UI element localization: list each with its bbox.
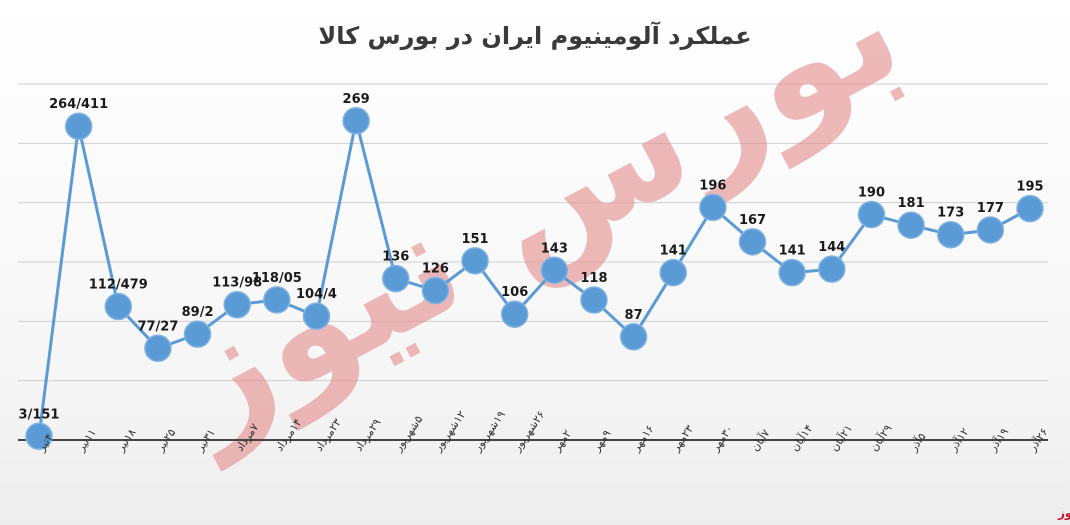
data-label: 136 bbox=[382, 250, 409, 265]
data-point bbox=[619, 323, 648, 351]
data-label: 141 bbox=[660, 244, 687, 259]
data-label: 269 bbox=[343, 92, 370, 107]
data-point bbox=[302, 302, 331, 330]
data-points bbox=[25, 107, 1044, 451]
data-point bbox=[818, 255, 846, 283]
data-point bbox=[936, 220, 965, 249]
data-point bbox=[144, 334, 172, 363]
data-label: 173 bbox=[937, 206, 964, 221]
gridlines bbox=[18, 83, 1048, 382]
data-point bbox=[500, 300, 529, 328]
x-tick-label: ۲۱آبان bbox=[827, 422, 855, 454]
watermark-text: بورس نیوز bbox=[139, 0, 928, 472]
x-tick-label: ۳۰مهر bbox=[708, 423, 736, 455]
x-tick-label: ۲۹آبان bbox=[866, 422, 894, 454]
data-label: 89/2 bbox=[182, 305, 214, 320]
data-point bbox=[540, 256, 569, 285]
data-point bbox=[699, 193, 727, 222]
data-label: 77/27 bbox=[137, 319, 178, 334]
x-tick-label: ۱۴آبان bbox=[787, 422, 815, 454]
data-point bbox=[342, 107, 370, 135]
data-point bbox=[25, 422, 53, 451]
data-point bbox=[857, 200, 886, 229]
data-point bbox=[580, 286, 608, 314]
data-point bbox=[897, 211, 925, 239]
data-label: 167 bbox=[739, 213, 766, 228]
data-point bbox=[976, 216, 1005, 244]
data-point bbox=[104, 292, 133, 321]
data-label: 181 bbox=[898, 196, 925, 211]
data-point bbox=[263, 286, 291, 314]
data-label: 126 bbox=[422, 261, 449, 276]
data-label: 3/151 bbox=[19, 407, 60, 422]
data-label: 112/479 bbox=[89, 278, 148, 293]
data-point bbox=[738, 228, 767, 256]
data-label: 196 bbox=[699, 178, 726, 193]
data-label: 106 bbox=[501, 285, 528, 300]
x-tick-label: ۵شهریور bbox=[391, 413, 425, 454]
x-tick-label: ۲۹مرداد bbox=[352, 416, 384, 454]
data-label: 177 bbox=[977, 201, 1004, 216]
data-label: 264/411 bbox=[49, 97, 108, 112]
x-tick-label: ۱۲شهریور bbox=[431, 408, 469, 454]
x-tick-label: ۲۶شهریور bbox=[510, 408, 548, 454]
data-point bbox=[223, 290, 251, 319]
data-point bbox=[183, 320, 212, 348]
x-tick-label: ۱۶مهر bbox=[629, 423, 657, 455]
x-tick-label: ۲۳مهر bbox=[668, 423, 696, 455]
data-label: 118/05 bbox=[252, 271, 302, 286]
data-label: 195 bbox=[1016, 180, 1043, 195]
data-label: 144 bbox=[818, 240, 845, 255]
data-point bbox=[461, 247, 489, 275]
data-label: 113/98 bbox=[212, 276, 262, 291]
data-label: 104/4 bbox=[296, 287, 337, 302]
watermark: بورس نیوز bbox=[139, 0, 928, 472]
data-point bbox=[64, 112, 93, 140]
data-point bbox=[659, 258, 687, 287]
data-labels: 3/151 264/411 112/479 77/27 89/2 113/98118/05… bbox=[19, 92, 1044, 422]
data-point bbox=[421, 276, 450, 305]
data-point bbox=[1016, 194, 1044, 223]
data-label: 118 bbox=[580, 271, 607, 286]
data-label: 143 bbox=[541, 241, 568, 256]
data-point bbox=[382, 264, 410, 293]
data-label: 190 bbox=[858, 186, 885, 201]
chart-title: عملکرد آلومینیوم ایران در بورس کالا bbox=[318, 21, 751, 50]
data-label: 151 bbox=[461, 232, 488, 247]
footer-brand: بورس نیوز bbox=[1057, 506, 1070, 521]
x-tick-label: ۵آذر bbox=[905, 430, 928, 455]
x-tick-label: ۱۹شهریور bbox=[470, 408, 508, 454]
data-label: 87 bbox=[625, 308, 643, 323]
data-label: 141 bbox=[779, 244, 806, 259]
data-point bbox=[778, 258, 806, 287]
x-tick-label: ۲۳مرداد bbox=[312, 416, 344, 454]
